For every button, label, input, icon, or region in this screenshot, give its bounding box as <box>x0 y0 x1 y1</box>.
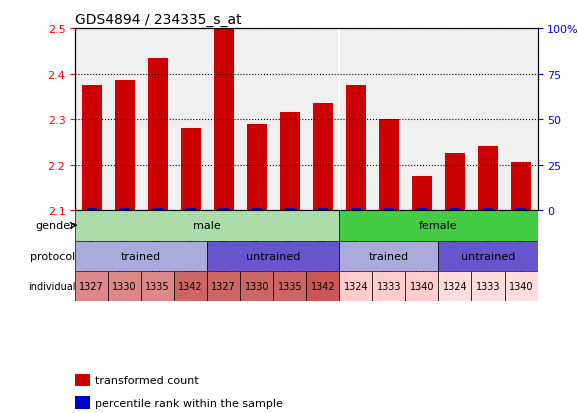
Text: untrained: untrained <box>461 251 515 261</box>
FancyBboxPatch shape <box>141 271 174 301</box>
FancyBboxPatch shape <box>75 241 208 271</box>
Bar <box>450 208 460 211</box>
Text: 1335: 1335 <box>146 281 170 291</box>
Text: 1327: 1327 <box>212 281 236 291</box>
FancyBboxPatch shape <box>339 271 372 301</box>
Text: 1335: 1335 <box>277 281 302 291</box>
Bar <box>412 176 432 211</box>
FancyBboxPatch shape <box>306 271 339 301</box>
FancyBboxPatch shape <box>439 241 538 271</box>
Text: 1333: 1333 <box>377 281 401 291</box>
Text: 1327: 1327 <box>79 281 104 291</box>
FancyBboxPatch shape <box>405 271 439 301</box>
Bar <box>280 113 300 211</box>
Bar <box>417 208 427 211</box>
Text: individual: individual <box>28 281 75 291</box>
FancyBboxPatch shape <box>339 241 439 271</box>
FancyBboxPatch shape <box>472 271 505 301</box>
Text: untrained: untrained <box>246 251 301 261</box>
Bar <box>351 208 361 211</box>
Text: 1324: 1324 <box>443 281 467 291</box>
Bar <box>252 208 262 211</box>
FancyBboxPatch shape <box>372 271 405 301</box>
Bar <box>148 58 168 211</box>
Bar <box>346 85 366 211</box>
Text: GDS4894 / 234335_s_at: GDS4894 / 234335_s_at <box>75 12 242 26</box>
Text: 1333: 1333 <box>476 281 500 291</box>
FancyBboxPatch shape <box>174 271 208 301</box>
Bar <box>87 208 97 211</box>
FancyBboxPatch shape <box>208 241 339 271</box>
Bar <box>214 29 234 211</box>
Bar <box>247 124 266 211</box>
Bar <box>75 374 90 386</box>
Text: 1324: 1324 <box>343 281 368 291</box>
Text: male: male <box>194 221 221 231</box>
Text: 1330: 1330 <box>244 281 269 291</box>
Text: 1340: 1340 <box>509 281 533 291</box>
FancyBboxPatch shape <box>273 271 306 301</box>
Text: transformed count: transformed count <box>95 375 199 385</box>
Bar <box>75 396 90 409</box>
Bar <box>318 208 328 211</box>
Bar <box>511 163 531 211</box>
Bar <box>313 104 333 211</box>
Bar <box>181 129 201 211</box>
FancyBboxPatch shape <box>208 271 240 301</box>
Text: gender: gender <box>35 221 75 231</box>
Bar <box>379 120 399 211</box>
Bar <box>285 208 295 211</box>
Bar <box>186 208 196 211</box>
FancyBboxPatch shape <box>240 271 273 301</box>
FancyBboxPatch shape <box>439 271 472 301</box>
Text: percentile rank within the sample: percentile rank within the sample <box>95 398 283 408</box>
Text: 1340: 1340 <box>410 281 434 291</box>
Bar <box>153 208 162 211</box>
Bar <box>483 208 493 211</box>
Bar <box>115 81 135 211</box>
Text: 1342: 1342 <box>310 281 335 291</box>
FancyBboxPatch shape <box>75 211 339 241</box>
FancyBboxPatch shape <box>75 271 108 301</box>
Bar <box>219 208 229 211</box>
FancyBboxPatch shape <box>505 271 538 301</box>
Text: protocol: protocol <box>30 251 75 261</box>
Text: trained: trained <box>121 251 161 261</box>
Bar <box>384 208 394 211</box>
Bar <box>478 147 498 211</box>
Text: female: female <box>419 221 458 231</box>
Bar <box>81 85 102 211</box>
Text: 1342: 1342 <box>179 281 203 291</box>
Bar <box>516 208 526 211</box>
Bar <box>120 208 129 211</box>
FancyBboxPatch shape <box>108 271 141 301</box>
Text: 1330: 1330 <box>113 281 137 291</box>
Text: trained: trained <box>369 251 409 261</box>
Bar <box>445 154 465 211</box>
FancyBboxPatch shape <box>339 211 538 241</box>
